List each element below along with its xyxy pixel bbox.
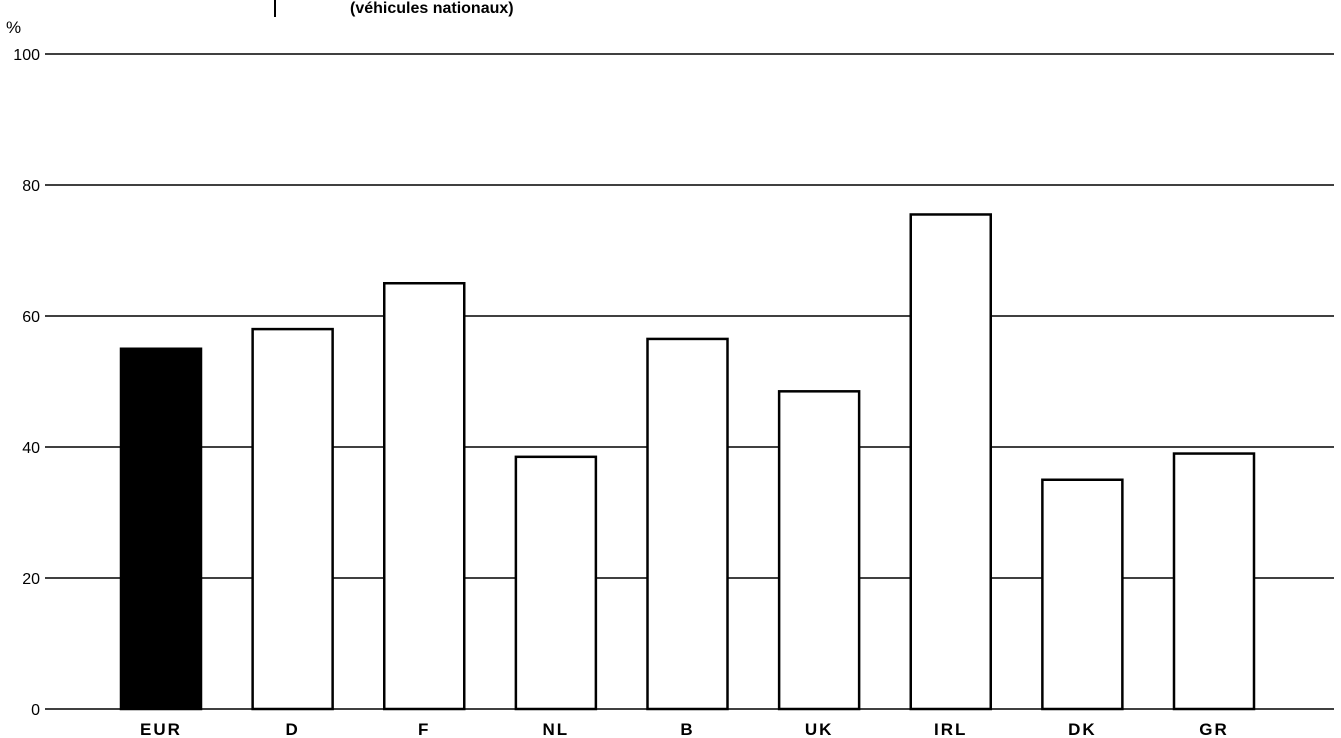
x-tick-label-irl: IRL — [934, 720, 967, 738]
x-tick-label-eur: EUR — [140, 720, 182, 738]
bar-gr — [1172, 452, 1256, 711]
x-tick-label-b: B — [680, 720, 694, 738]
bar-nl — [514, 455, 598, 711]
bar-b — [646, 337, 729, 711]
x-tick-label-nl: NL — [543, 720, 570, 738]
bar-dk — [1041, 478, 1124, 711]
bar-d — [251, 327, 334, 711]
chart-header: (véhicules nationaux) — [350, 0, 514, 17]
y-tick-label-40: 40 — [22, 440, 40, 457]
bar-f — [383, 282, 466, 711]
y-tick-label-60: 60 — [22, 309, 40, 326]
x-tick-label-uk: UK — [805, 720, 834, 738]
bar-eur — [119, 347, 203, 711]
bar-irl — [909, 213, 992, 711]
header-mark — [274, 0, 276, 17]
x-tick-label-gr: GR — [1199, 720, 1229, 738]
y-tick-label-0: 0 — [31, 702, 40, 719]
y-axis-unit: % — [6, 18, 22, 37]
y-tick-label-80: 80 — [22, 178, 40, 195]
y-tick-label-100: 100 — [13, 47, 40, 64]
x-tick-label-d: D — [285, 720, 299, 738]
x-tick-label-dk: DK — [1068, 720, 1097, 738]
x-tick-label-f: F — [418, 720, 430, 738]
bar-uk — [777, 390, 861, 711]
y-tick-label-20: 20 — [22, 571, 40, 588]
